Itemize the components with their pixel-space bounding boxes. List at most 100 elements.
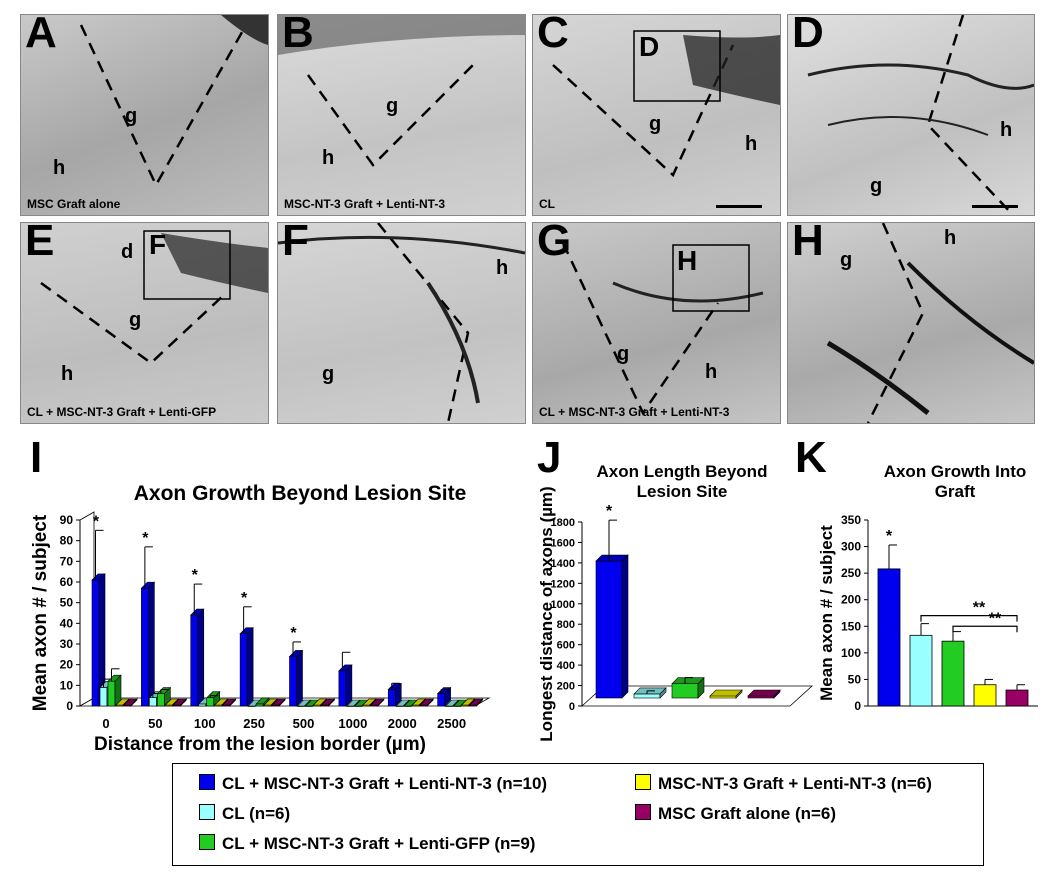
graft-boundary: [561, 242, 720, 416]
panel-c-drawing: [552, 30, 780, 208]
chart-k-y-axis-label: Mean axon # / subject: [817, 525, 836, 701]
graft-boundary: [306, 59, 479, 167]
axon-fibers: [426, 281, 480, 404]
region-label: h: [496, 257, 509, 279]
chart-i-y-tick-label: 20: [60, 658, 74, 672]
legend-label: MSC-NT-3 Graft + Lenti-NT-3 (n=6): [658, 774, 932, 793]
chart-i-bar-side: [394, 682, 402, 707]
panel-label-i: I: [30, 433, 43, 482]
chart-i-bar-side: [229, 698, 237, 707]
chart-j-significance: *: [606, 503, 613, 520]
region-label: h: [61, 363, 74, 385]
chart-i-y-tick-label: 40: [60, 616, 74, 630]
chart-j-bar-side: [659, 687, 667, 699]
chart-k-bar: [973, 684, 997, 707]
chart-j-bar: [595, 560, 623, 699]
chart-i-significance: *: [93, 513, 100, 530]
chart-i-bar: [437, 693, 445, 707]
chart-i-y-tick-label: 50: [60, 596, 74, 610]
legend-item: MSC-NT-3 Graft + Lenti-NT-3 (n=6): [635, 774, 932, 794]
panel-caption: MSC-NT-3 Graft + Lenti-NT-3: [284, 197, 446, 211]
micrograph-panel-g: G H g h CL + MSC-NT-3 Graft + Lenti-NT-3: [532, 222, 781, 424]
micrograph-panel-h: H h g: [787, 222, 1035, 424]
chart-j-bar-side: [621, 554, 629, 699]
legend-item: CL + MSC-NT-3 Graft + Lenti-GFP (n=9): [199, 834, 535, 854]
chart-k-y-tick-label: 250: [841, 566, 861, 580]
chart-i-bar-side: [246, 626, 254, 707]
panel-label-j: J: [537, 433, 562, 482]
panel-h-drawing: [826, 223, 1034, 423]
micrograph-panel-f: F h g: [277, 222, 526, 424]
region-label: g: [870, 175, 883, 197]
region-label: d: [121, 241, 134, 263]
chart-i-bar-side: [426, 698, 434, 707]
region-label: g: [125, 105, 138, 127]
region-label: g: [649, 113, 662, 135]
chart-i-y-tick-label: 10: [60, 678, 74, 692]
panel-label: H: [792, 222, 824, 265]
chart-i-bar-side: [345, 664, 353, 707]
chart-j-y-tick-label: 800: [557, 619, 575, 631]
chart-k-significance-bracket: [952, 625, 1018, 633]
legend-label: CL (n=6): [222, 804, 291, 823]
chart-i-bar: [157, 693, 165, 707]
chart-j-title: Axon Length Beyond Lesion Site: [596, 462, 768, 501]
inset-box: [143, 230, 231, 300]
region-label: h: [705, 361, 718, 383]
graft-boundary: [377, 223, 470, 423]
chart-i-bar: [149, 697, 157, 707]
chart-i-y-tick-label: 30: [60, 637, 74, 651]
chart-i-bar-side: [452, 699, 459, 707]
panel-label: A: [25, 14, 57, 57]
chart-i-x-tick-label: 100: [194, 716, 216, 731]
axon-fibers: [612, 281, 764, 303]
chart-k-y-tick-label: 200: [841, 593, 861, 607]
chart-j-y-tick-label: 0: [569, 701, 575, 713]
chart-i-bar-side: [328, 698, 335, 707]
inset-label: F: [149, 229, 167, 260]
inset-box: [672, 244, 750, 312]
chart-i-x-tick-label: 50: [148, 716, 162, 731]
axon-fibers: [906, 261, 1034, 365]
panel-g-drawing: [561, 242, 764, 416]
chart-j-y-axis-label: Longest distance of axons (µm): [537, 486, 556, 741]
inset-box: [633, 30, 721, 102]
chart-i-bar-side: [197, 608, 205, 707]
chart-i-bar: [289, 656, 297, 707]
panel-caption: CL + MSC-NT-3 Graft + Lenti-NT-3: [539, 405, 730, 419]
panel-label: D: [792, 14, 824, 57]
panel-label: B: [282, 14, 314, 57]
chart-i-significance: *: [142, 530, 149, 547]
chart-j-y-tick-label: 1600: [551, 537, 575, 549]
chart-j-y-tick-label: 600: [557, 640, 575, 652]
panel-caption: CL + MSC-NT-3 Graft + Lenti-GFP: [27, 405, 217, 419]
scale-bar: [972, 205, 1018, 208]
legend-label: CL + MSC-NT-3 Graft + Lenti-NT-3 (n=10): [222, 774, 548, 793]
chart-i-bar-side: [130, 698, 138, 707]
chart-i-significance: *: [192, 567, 199, 584]
chart-i-x-axis-label: Distance from the lesion border (µm): [94, 734, 426, 755]
chart-j-y-tick-label: 1200: [551, 578, 575, 590]
inset-label: H: [677, 245, 698, 276]
legend-item: CL + MSC-NT-3 Graft + Lenti-NT-3 (n=10): [199, 774, 547, 794]
chart-k-bracket-label: **: [973, 600, 986, 617]
chart-i-bar: [107, 680, 116, 707]
micrograph-panel-a: A g h MSC Graft alone: [20, 14, 269, 216]
chart-k-bar: [941, 640, 965, 707]
region-label: g: [322, 363, 335, 385]
region-label: h: [944, 227, 957, 249]
legend: CL + MSC-NT-3 Graft + Lenti-NT-3 (n=10) …: [172, 763, 984, 866]
chart-j-y-tick-label: 1400: [551, 558, 575, 570]
region-label: h: [322, 147, 335, 169]
region-label: h: [1000, 119, 1013, 141]
axon-fibers: [827, 116, 989, 136]
panel-f-drawing: [278, 223, 525, 423]
legend-swatch: [199, 834, 215, 850]
chart-i-significance: *: [241, 590, 248, 607]
chart-j-y-tick-label: 1800: [551, 517, 575, 529]
chart-i-bar: [239, 633, 248, 707]
chart-k-y-tick-label: 0: [854, 699, 861, 713]
graft-boundary: [926, 15, 1014, 215]
micrograph-panel-e: E F d g h CL + MSC-NT-3 Graft + Lenti-GF…: [20, 222, 269, 424]
chart-j-bar: [633, 693, 661, 699]
